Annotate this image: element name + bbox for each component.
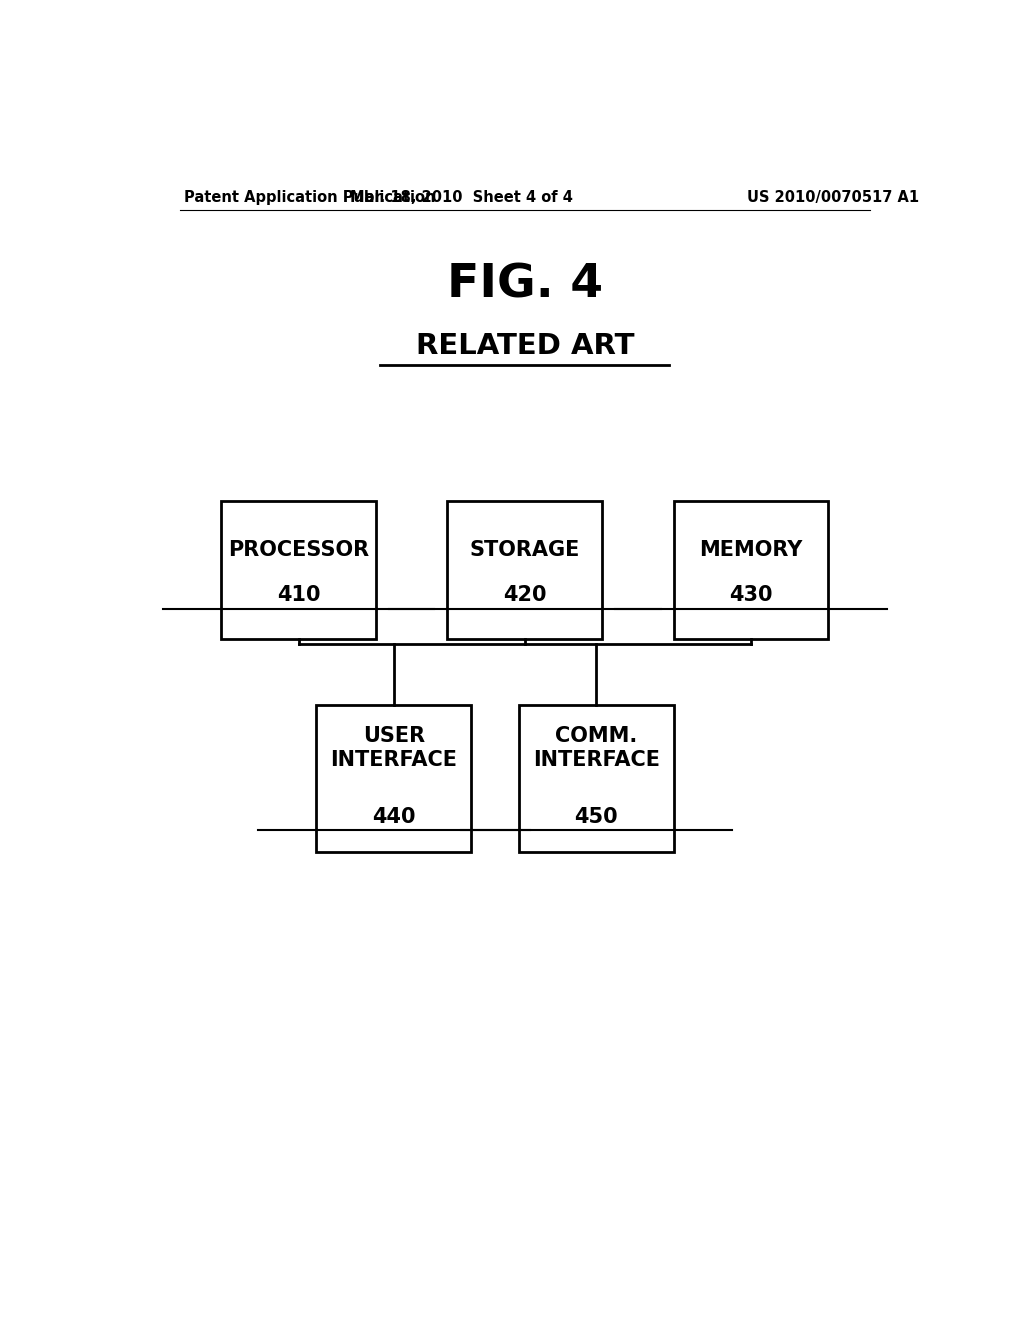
FancyBboxPatch shape [221, 502, 376, 639]
FancyBboxPatch shape [674, 502, 828, 639]
Text: COMM.
INTERFACE: COMM. INTERFACE [532, 726, 659, 770]
FancyBboxPatch shape [519, 705, 674, 853]
Text: 430: 430 [729, 586, 773, 606]
Text: 440: 440 [372, 807, 416, 828]
Text: FIG. 4: FIG. 4 [446, 263, 603, 308]
FancyBboxPatch shape [447, 502, 602, 639]
Text: 450: 450 [574, 807, 618, 828]
Text: 420: 420 [503, 586, 547, 606]
Text: MEMORY: MEMORY [699, 540, 803, 560]
Text: Patent Application Publication: Patent Application Publication [183, 190, 435, 205]
Text: 410: 410 [276, 586, 321, 606]
Text: US 2010/0070517 A1: US 2010/0070517 A1 [748, 190, 920, 205]
Text: RELATED ART: RELATED ART [416, 333, 634, 360]
Text: Mar. 18, 2010  Sheet 4 of 4: Mar. 18, 2010 Sheet 4 of 4 [350, 190, 572, 205]
Text: STORAGE: STORAGE [470, 540, 580, 560]
Text: PROCESSOR: PROCESSOR [228, 540, 370, 560]
FancyBboxPatch shape [316, 705, 471, 853]
Text: USER
INTERFACE: USER INTERFACE [331, 726, 458, 770]
